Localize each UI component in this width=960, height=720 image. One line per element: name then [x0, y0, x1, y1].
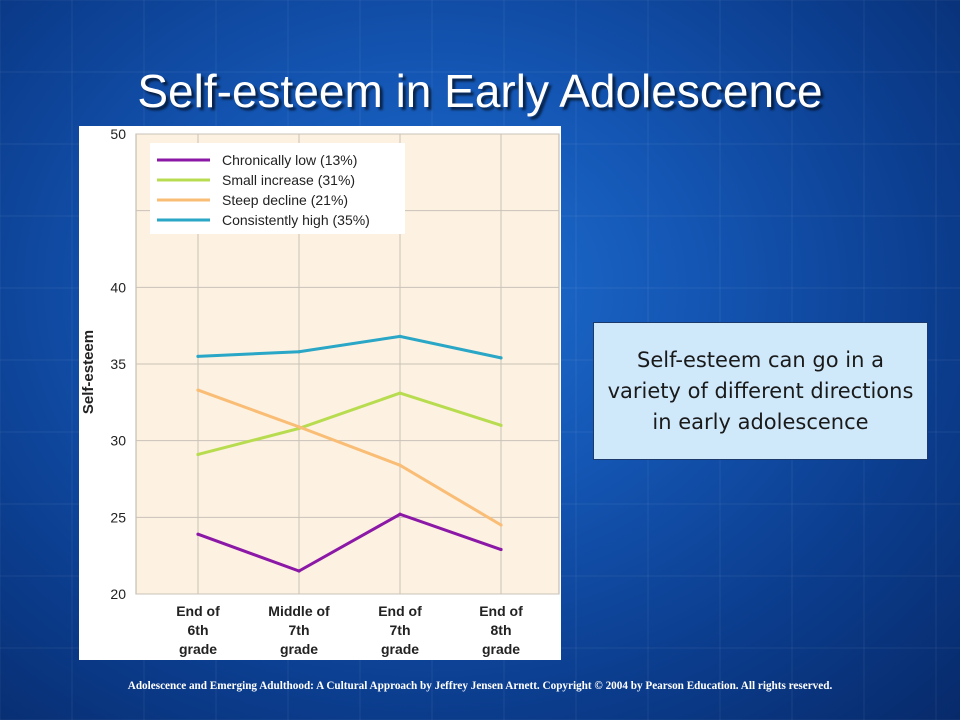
- y-tick-label: 25: [110, 509, 126, 525]
- data-point: [196, 388, 200, 392]
- data-point: [196, 452, 200, 457]
- legend-label: Small increase (31%): [222, 172, 355, 188]
- legend-label: Consistently high (35%): [222, 212, 370, 228]
- line-chart: 20 25 30 35 40 50 Self-esteem End of 6th grade Mid…: [80, 126, 560, 657]
- data-point: [398, 512, 402, 516]
- x-tick-label: Middle of 7th grade: [268, 603, 330, 657]
- series-line-3: [197, 388, 502, 527]
- data-point: [196, 532, 200, 536]
- y-tick-label: 50: [110, 126, 126, 142]
- series-line-4: [197, 334, 502, 360]
- series-line-2: [197, 391, 502, 456]
- data-point: [398, 463, 402, 467]
- y-tick-label: 20: [110, 586, 126, 602]
- data-point: [297, 569, 301, 573]
- callout-box: Self-esteem can go in a variety of diffe…: [593, 322, 928, 460]
- legend-label: Steep decline (21%): [222, 192, 348, 208]
- data-point: [499, 423, 503, 427]
- data-point: [398, 334, 402, 338]
- y-tick-label: 40: [110, 279, 126, 295]
- chart-panel: 20 25 30 35 40 50 Self-esteem End of 6th grade Mid…: [79, 126, 561, 660]
- data-point: [499, 547, 503, 552]
- x-tick-label: End of 7th grade: [378, 603, 422, 657]
- y-axis-label: Self-esteem: [80, 330, 97, 414]
- data-point: [499, 523, 503, 527]
- data-point: [297, 425, 301, 429]
- data-point: [398, 391, 402, 395]
- slide-title: Self-esteem in Early Adolescence: [137, 65, 823, 117]
- footer-credit: Adolescence and Emerging Adulthood: A Cu…: [127, 680, 833, 692]
- x-tick-label: End of 8th grade: [479, 603, 523, 657]
- y-tick-label: 35: [110, 356, 126, 372]
- data-point: [196, 354, 200, 358]
- x-tick-label: End of 6th grade: [176, 603, 220, 657]
- series-line-1: [197, 512, 502, 573]
- y-tick-label: 30: [110, 433, 126, 449]
- data-point: [297, 350, 301, 354]
- callout-text: Self-esteem can go in a variety of diffe…: [607, 347, 914, 434]
- legend-label: Chronically low (13%): [222, 152, 357, 168]
- data-point: [499, 356, 503, 360]
